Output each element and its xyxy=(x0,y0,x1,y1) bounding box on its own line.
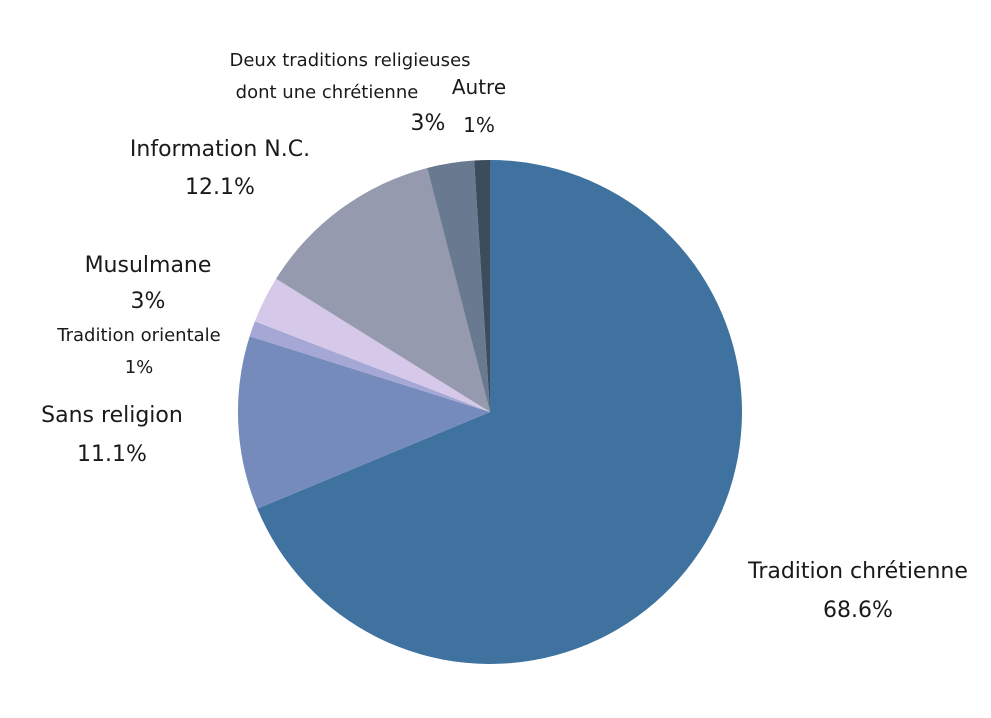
pie-slice-tradition-orientale xyxy=(249,321,490,412)
value-tradition-orientale: 1% xyxy=(125,357,154,378)
pie-slices xyxy=(238,160,742,664)
label-deux-traditions-line-1: Deux traditions religieuses xyxy=(229,50,470,71)
pie-slice-musulmane xyxy=(254,278,490,412)
value-musulmane: 3% xyxy=(131,289,166,314)
pie-slice-tradition-chretienne xyxy=(257,160,742,664)
value-information-nc: 12.1% xyxy=(185,175,255,200)
label-musulmane: Musulmane xyxy=(85,253,212,278)
label-information-nc: Information N.C. xyxy=(130,137,310,162)
pie-slice-deux-traditions-religieuses-dont-une-chretienne xyxy=(427,160,490,412)
pie-labels: Tradition chrétienne 68.6% Sans religion… xyxy=(41,50,968,623)
pie-slice-information-n-c xyxy=(276,167,490,412)
label-deux-traditions-line-2: dont une chrétienne xyxy=(236,82,419,103)
value-sans-religion: 11.1% xyxy=(77,442,147,467)
label-tradition-orientale: Tradition orientale xyxy=(56,325,220,346)
label-tradition-chretienne: Tradition chrétienne xyxy=(747,559,968,584)
label-sans-religion: Sans religion xyxy=(41,403,183,428)
pie-slice-autre xyxy=(474,160,490,412)
label-autre: Autre xyxy=(452,75,506,99)
pie-slice-sans-religion xyxy=(238,336,490,509)
value-autre: 1% xyxy=(463,113,495,137)
value-tradition-chretienne: 68.6% xyxy=(823,598,893,623)
value-deux-traditions: 3% xyxy=(411,111,446,136)
